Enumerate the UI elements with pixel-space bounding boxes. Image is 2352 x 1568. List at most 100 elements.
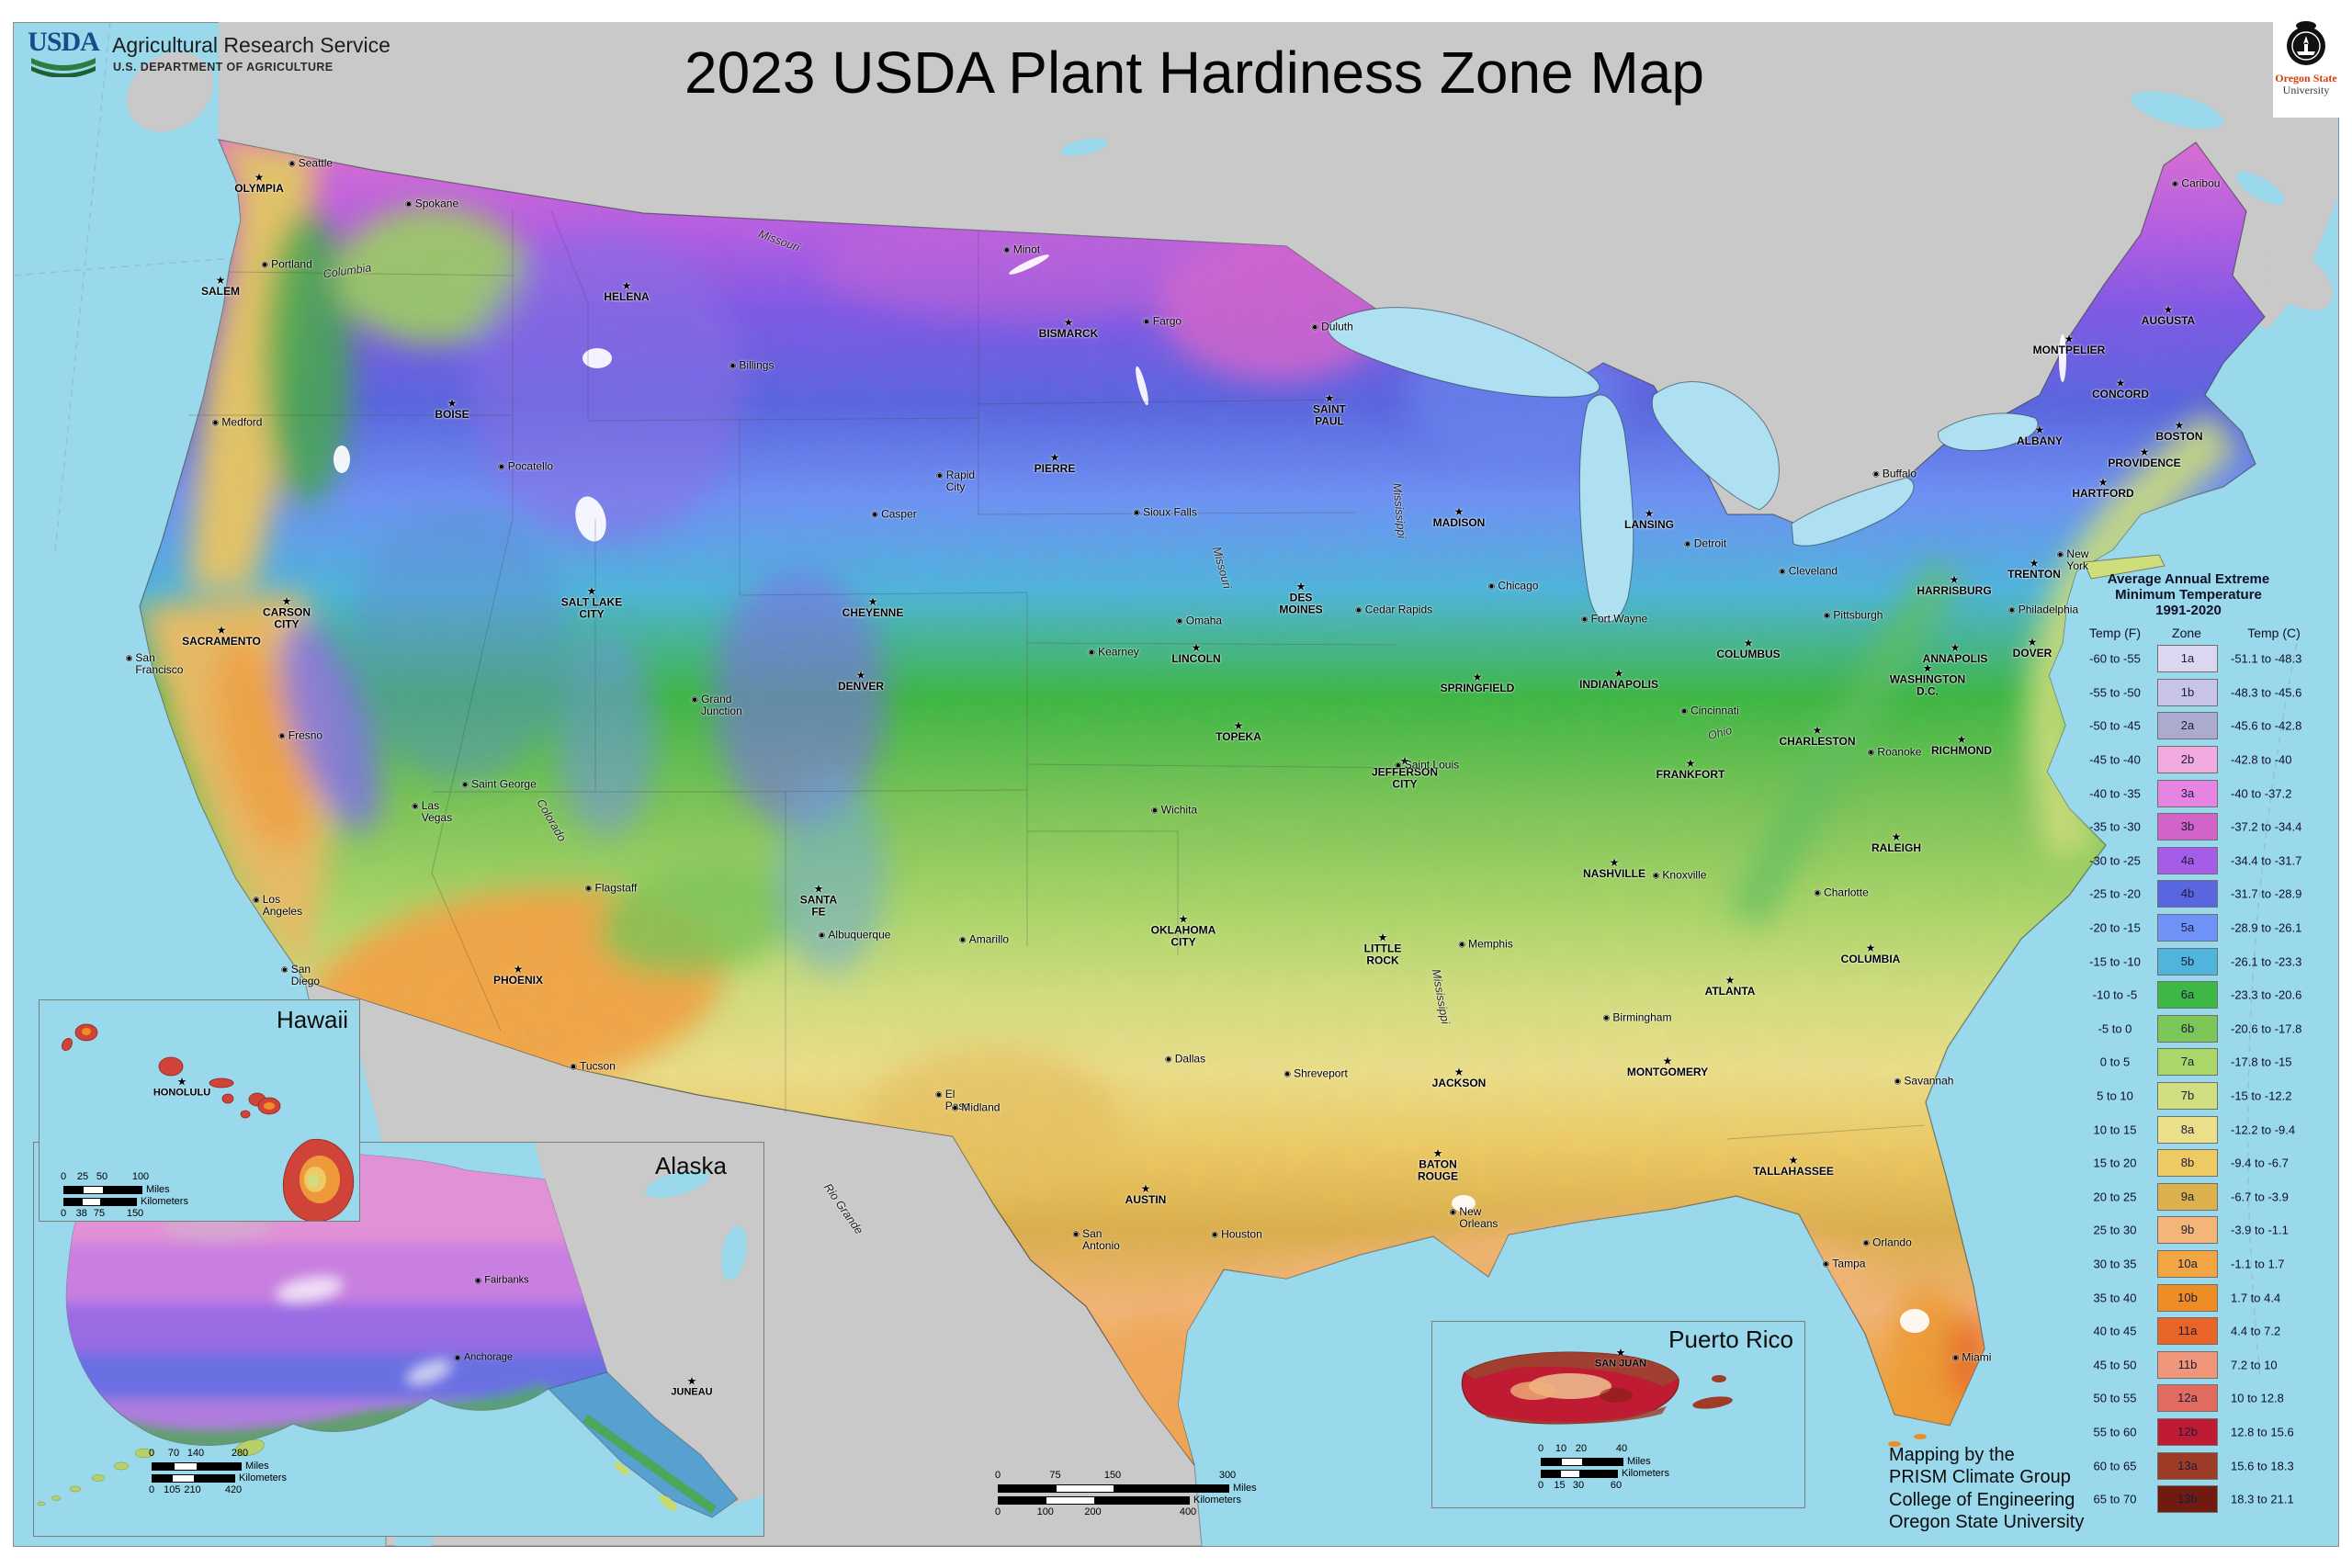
legend-temp-c: -1.1 to 1.7 bbox=[2231, 1257, 2285, 1271]
legend-temp-f: 10 to 15 bbox=[2093, 1122, 2137, 1137]
scalebar-tick: 150 bbox=[126, 1208, 144, 1219]
legend-temp-c: 18.3 to 21.1 bbox=[2231, 1492, 2294, 1506]
legend-rows: -60 to -55 1a -51.1 to -48.3 -55 to -50 1b -4… bbox=[2069, 642, 2345, 1516]
puerto-rico-scalebar: 0 10 20 40 Miles Kilometers 0 15 30 60 bbox=[1537, 1443, 1669, 1492]
scalebar-bar bbox=[998, 1483, 1229, 1493]
scalebar-tick: 0 bbox=[994, 1506, 1001, 1517]
scalebar-unit-label: Miles bbox=[1233, 1483, 1257, 1494]
scalebar-tick: 150 bbox=[1103, 1470, 1122, 1481]
credits-line4: Oregon State University bbox=[1889, 1512, 2085, 1533]
scalebar-bar-row: Kilometers bbox=[1541, 1468, 1669, 1479]
legend-temp-c: -45.6 to -42.8 bbox=[2231, 718, 2302, 733]
scalebar-tick: 105 bbox=[164, 1484, 181, 1495]
legend-temp-f: 40 to 45 bbox=[2093, 1324, 2137, 1338]
scalebar-tick: 75 bbox=[1049, 1470, 1061, 1481]
zone-swatch: 8b bbox=[2157, 1149, 2218, 1178]
zone-swatch: 5a bbox=[2157, 914, 2218, 942]
white-spots bbox=[334, 254, 2066, 1333]
capital-star-icon: ★ bbox=[686, 1374, 697, 1388]
scalebar-tick: 200 bbox=[1084, 1506, 1102, 1517]
main-map-scalebar: 0 75 150 300 Miles Kilometers 0 100 200 400 bbox=[994, 1470, 1257, 1518]
scalebar-bar bbox=[63, 1197, 137, 1206]
aleutian-islands bbox=[37, 1438, 265, 1506]
credits-line1: Mapping by the bbox=[1889, 1445, 2015, 1465]
zone-swatch: 1b bbox=[2157, 678, 2218, 706]
hawaii-scalebar: 0 25 50 100 Miles Kilometers 0 38 75 150 bbox=[61, 1171, 188, 1220]
legend-row: 0 to 5 7a -17.8 to -15 bbox=[2069, 1045, 2345, 1079]
scalebar-segment bbox=[173, 1474, 194, 1482]
scalebar-tick: 0 bbox=[148, 1448, 155, 1459]
st-lawrence-water bbox=[1060, 91, 2285, 205]
legend-temp-f: -45 to -40 bbox=[2089, 752, 2141, 767]
credits: Mapping by the PRISM Climate Group Colle… bbox=[1889, 1444, 2119, 1534]
legend-temp-c: -37.2 to -34.4 bbox=[2231, 819, 2302, 834]
scalebar-segment bbox=[175, 1462, 197, 1470]
scalebar-bar bbox=[1541, 1457, 1623, 1466]
legend-temp-f: -50 to -45 bbox=[2089, 718, 2141, 733]
scalebar-unit-label: Miles bbox=[245, 1461, 269, 1472]
scalebar-tick: 0 bbox=[1537, 1480, 1544, 1491]
zone-swatch: 1a bbox=[2157, 645, 2218, 673]
city-marker-icon: ◉ bbox=[453, 1352, 461, 1362]
city-name: Anchorage bbox=[463, 1351, 514, 1363]
zone-swatch: 13b bbox=[2157, 1485, 2218, 1514]
puerto-rico-inset-title: Puerto Rico bbox=[1668, 1325, 1793, 1353]
scalebar-segment bbox=[1562, 1458, 1582, 1465]
legend-temp-c: -51.1 to -48.3 bbox=[2231, 651, 2302, 666]
legend-row: -35 to -30 3b -37.2 to -34.4 bbox=[2069, 810, 2345, 844]
scalebar-unit-label: Kilometers bbox=[141, 1196, 188, 1207]
legend-temp-f: -25 to -20 bbox=[2089, 886, 2141, 901]
scalebar-bar bbox=[63, 1185, 142, 1194]
legend-row: -20 to -15 5a -28.9 to -26.1 bbox=[2069, 911, 2345, 945]
hawaii-inset-title: Hawaii bbox=[276, 1006, 348, 1033]
zone-swatch: 2b bbox=[2157, 746, 2218, 774]
legend-temp-c: -3.9 to -1.1 bbox=[2231, 1223, 2289, 1237]
zone-swatch: 4a bbox=[2157, 846, 2218, 874]
scalebar-segment bbox=[1114, 1484, 1228, 1492]
legend-temp-f: 65 to 70 bbox=[2093, 1492, 2137, 1506]
scalebar-bar bbox=[152, 1473, 235, 1483]
legend-row: 20 to 25 9a -6.7 to -3.9 bbox=[2069, 1180, 2345, 1214]
city-marker-icon: ◉ bbox=[474, 1275, 482, 1285]
capital-name: JUNEAU bbox=[671, 1386, 713, 1398]
legend-temp-c: -28.9 to -26.1 bbox=[2231, 920, 2302, 935]
legend-row: -10 to -5 6a -23.3 to -20.6 bbox=[2069, 978, 2345, 1012]
scalebar-tick: 100 bbox=[1036, 1506, 1054, 1517]
legend-temp-f: 20 to 25 bbox=[2093, 1190, 2137, 1204]
scalebar-ticks: 0 15 30 60 bbox=[1537, 1480, 1622, 1492]
zone-swatch: 12b bbox=[2157, 1417, 2218, 1446]
credits-line3: College of Engineering bbox=[1889, 1489, 2075, 1510]
scalebar-segment bbox=[1579, 1470, 1617, 1477]
legend-temp-c: -9.4 to -6.7 bbox=[2231, 1156, 2289, 1170]
scalebar-bar-row: Kilometers bbox=[63, 1196, 188, 1207]
zone-swatch: 8a bbox=[2157, 1115, 2218, 1144]
legend-temp-c: 15.6 to 18.3 bbox=[2231, 1459, 2294, 1473]
scalebar-segment bbox=[99, 1198, 136, 1205]
legend-row: -55 to -50 1b -48.3 to -45.6 bbox=[2069, 676, 2345, 710]
legend-row: 15 to 20 8b -9.4 to -6.7 bbox=[2069, 1146, 2345, 1180]
legend-temp-f: 35 to 40 bbox=[2093, 1291, 2137, 1305]
legend-row: -25 to -20 4b -31.7 to -28.9 bbox=[2069, 877, 2345, 911]
scalebar-bar bbox=[998, 1495, 1190, 1505]
city-name: Fairbanks bbox=[484, 1274, 529, 1286]
scalebar-ticks: 0 75 150 300 bbox=[995, 1470, 1236, 1482]
legend-row: -5 to 0 6b -20.6 to -17.8 bbox=[2069, 1012, 2345, 1046]
legend-temp-f: 25 to 30 bbox=[2093, 1223, 2137, 1237]
page-title: 2023 USDA Plant Hardiness Zone Map bbox=[684, 39, 1704, 106]
scalebar-bar-row: Miles bbox=[63, 1184, 188, 1195]
scalebar-segment bbox=[1542, 1458, 1562, 1465]
capital-label: ★ JUNEAU bbox=[671, 1374, 713, 1398]
alaska-inset: Alaska ◉ Fairbanks ◉ Anchorage ★ JUNEAU 0 70 14… bbox=[33, 1142, 764, 1537]
zone-swatch: 9a bbox=[2157, 1182, 2218, 1211]
legend-temp-f: -35 to -30 bbox=[2089, 819, 2141, 834]
scalebar-segment bbox=[1560, 1470, 1579, 1477]
puerto-rico-inset: Puerto Rico ★ SAN JUAN 0 10 20 40 Miles Kilome… bbox=[1431, 1321, 1805, 1508]
zone-swatch: 12a bbox=[2157, 1384, 2218, 1413]
legend-row: 35 to 40 10b 1.7 to 4.4 bbox=[2069, 1280, 2345, 1314]
legend-temp-f: 55 to 60 bbox=[2093, 1425, 2137, 1439]
zone-swatch: 9b bbox=[2157, 1216, 2218, 1245]
legend-temp-f: -60 to -55 bbox=[2089, 651, 2141, 666]
scalebar-bar bbox=[152, 1461, 242, 1471]
zone-swatch: 11a bbox=[2157, 1317, 2218, 1346]
